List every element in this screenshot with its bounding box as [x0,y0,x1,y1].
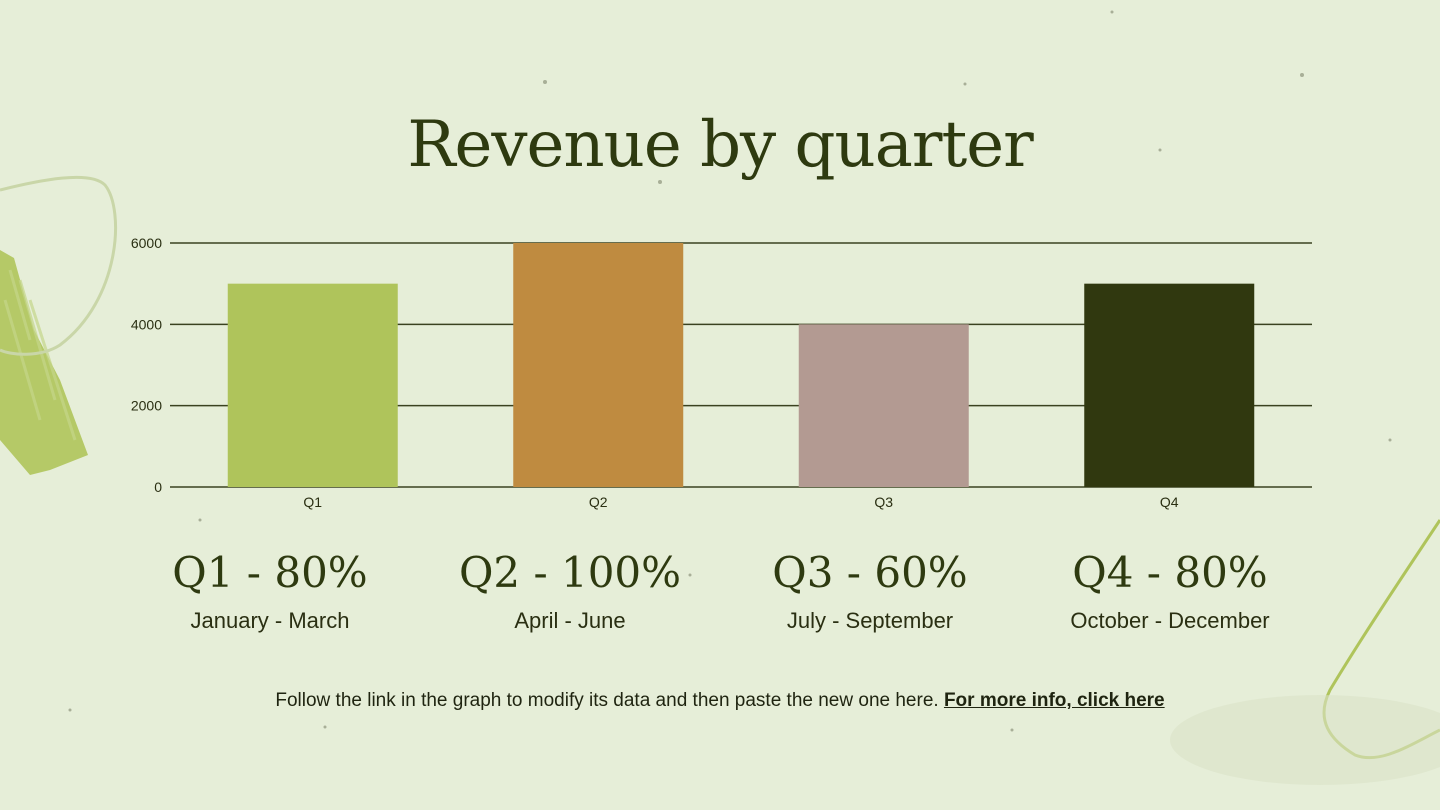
y-tick-label: 0 [154,479,162,495]
quarter-summary-q4: Q4 - 80% October - December [1020,548,1320,634]
footer-note: Follow the link in the graph to modify i… [0,690,1440,712]
quarter-summary-q1: Q1 - 80% January - March [120,548,420,634]
quarter-percent: Q4 - 80% [1072,548,1268,597]
x-tick-label: Q2 [589,494,608,510]
left-outline-loop [0,175,118,356]
quarter-months: October - December [1070,608,1270,634]
x-tick-label: Q3 [874,494,893,510]
quarter-percent: Q3 - 60% [772,548,968,597]
quarter-summary-q2: Q2 - 100% April - June [420,548,720,634]
revenue-bar-chart[interactable]: 0 2000 4000 6000 Q1 Q2 Q3 Q4 [110,225,1320,525]
x-tick-label: Q4 [1160,494,1179,510]
bar-q2[interactable] [513,243,684,487]
y-tick-label: 2000 [131,398,162,414]
quarter-months: July - September [786,608,954,634]
quarter-months: April - June [514,608,626,634]
quarter-months: January - March [190,608,350,634]
quarter-percent: Q1 - 80% [172,548,368,597]
footer-text: Follow the link in the graph to modify i… [275,690,939,711]
x-tick-label: Q1 [303,494,322,510]
bar-q4[interactable] [1084,283,1255,487]
y-tick-label: 6000 [131,235,162,251]
quarter-percent: Q2 - 100% [458,548,682,597]
more-info-link[interactable]: For more info, click here [943,690,1165,711]
bar-q3[interactable] [798,324,969,487]
quarter-summary-q3: Q3 - 60% July - September [720,548,1020,634]
y-tick-label: 4000 [131,316,162,332]
slide-title: Revenue by quarter [407,108,1033,182]
bar-q1[interactable] [227,283,398,487]
